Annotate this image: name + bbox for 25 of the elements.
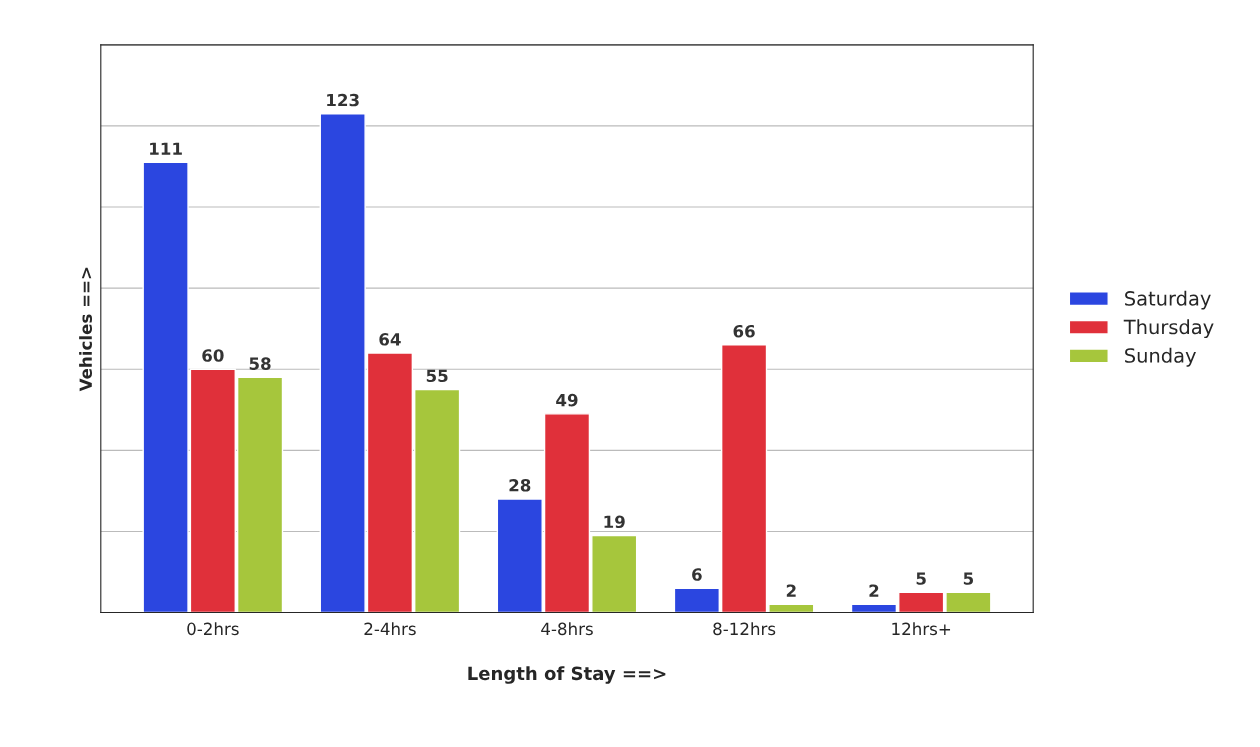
data-label: 6 <box>692 568 702 581</box>
x-axis-title: Length of Stay ==> <box>468 666 666 684</box>
x-tick-label: 4-8hrs <box>541 622 593 636</box>
x-tick-label: 0-2hrs <box>187 622 239 636</box>
data-label: 19 <box>604 515 625 529</box>
legend-label: Sunday <box>1125 347 1196 367</box>
data-label: 64 <box>379 333 401 346</box>
data-label: 2 <box>869 584 879 597</box>
data-label: 2 <box>786 584 796 597</box>
data-label: 49 <box>556 393 578 407</box>
data-label: 58 <box>249 357 271 370</box>
data-label: 111 <box>150 142 182 155</box>
data-label: 60 <box>202 349 224 362</box>
x-tick-label: 2-4hrs <box>364 622 416 636</box>
data-label: 5 <box>963 572 974 585</box>
data-label: 123 <box>327 93 359 107</box>
data-label: 5 <box>916 572 926 585</box>
data-label: 55 <box>426 369 448 383</box>
data-label: 66 <box>733 324 755 338</box>
x-tick-label: 8-12hrs <box>713 622 776 636</box>
y-axis-title: Vehicles ==> <box>79 267 93 392</box>
data-label: 28 <box>509 478 531 492</box>
x-tick-label: 12hrs+ <box>892 622 951 636</box>
legend-label: Thursday <box>1123 319 1214 339</box>
legend-label: Saturday <box>1125 290 1211 310</box>
